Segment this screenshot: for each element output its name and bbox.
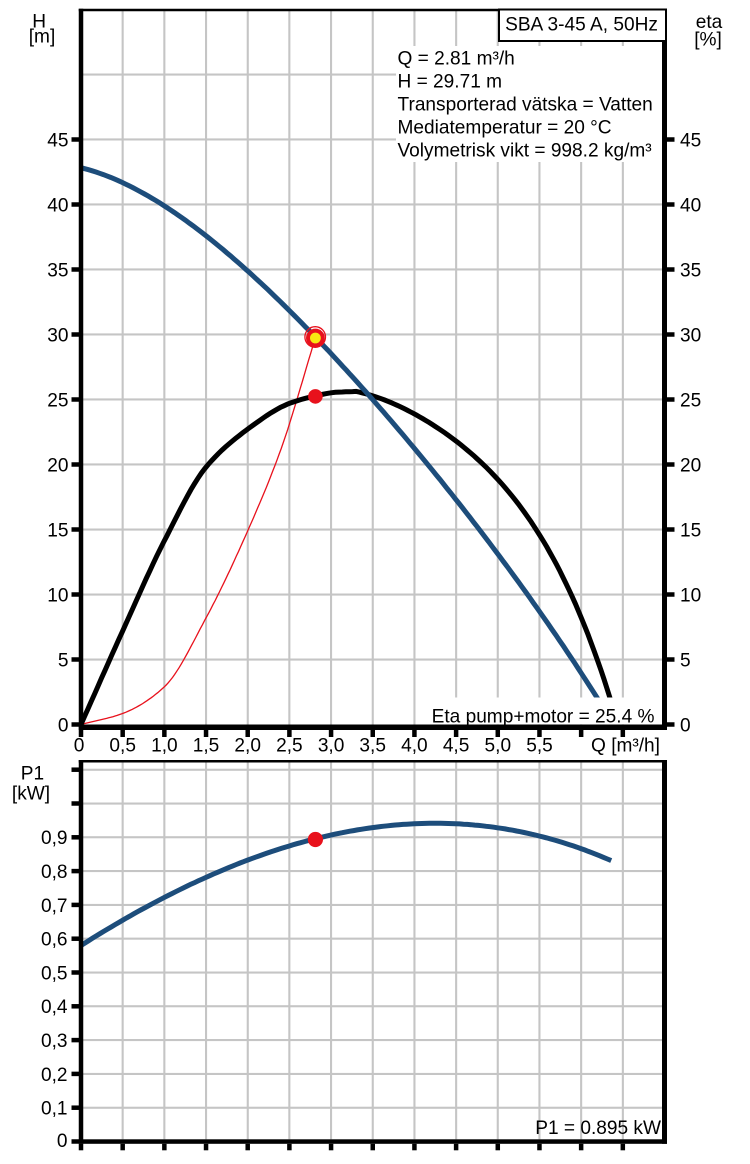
- svg-text:Mediatemperatur = 20 °C: Mediatemperatur = 20 °C: [398, 117, 612, 138]
- svg-text:45: 45: [47, 130, 68, 151]
- svg-text:30: 30: [47, 325, 68, 346]
- svg-text:45: 45: [680, 130, 701, 151]
- svg-text:0,1: 0,1: [41, 1099, 68, 1120]
- svg-text:5,0: 5,0: [485, 736, 512, 757]
- svg-text:P1: P1: [21, 764, 44, 785]
- svg-text:0,2: 0,2: [41, 1065, 68, 1086]
- svg-text:0,5: 0,5: [109, 736, 136, 757]
- svg-text:Volymetrisk vikt = 998.2 kg/m³: Volymetrisk vikt = 998.2 kg/m³: [398, 140, 652, 161]
- svg-text:40: 40: [47, 195, 68, 216]
- svg-text:2,0: 2,0: [234, 736, 261, 757]
- svg-text:15: 15: [47, 520, 68, 541]
- svg-text:0,4: 0,4: [41, 997, 68, 1018]
- svg-text:25: 25: [47, 390, 68, 411]
- svg-text:2,5: 2,5: [276, 736, 303, 757]
- svg-text:[kW]: [kW]: [12, 784, 50, 805]
- svg-text:15: 15: [680, 520, 701, 541]
- svg-text:Transporterad vätska = Vatten: Transporterad vätska = Vatten: [398, 94, 653, 115]
- svg-text:0,6: 0,6: [41, 930, 68, 951]
- svg-text:0,8: 0,8: [41, 862, 68, 883]
- svg-text:35: 35: [680, 260, 701, 281]
- svg-text:H: H: [32, 11, 46, 32]
- svg-text:30: 30: [680, 325, 701, 346]
- svg-text:0,3: 0,3: [41, 1031, 68, 1052]
- svg-text:1,5: 1,5: [193, 736, 220, 757]
- svg-text:4,0: 4,0: [401, 736, 428, 757]
- svg-text:0: 0: [680, 715, 691, 736]
- svg-text:SBA 3-45 A, 50Hz: SBA 3-45 A, 50Hz: [505, 15, 658, 36]
- svg-text:Q = 2.81 m³/h: Q = 2.81 m³/h: [398, 48, 515, 69]
- svg-text:3,5: 3,5: [359, 736, 386, 757]
- svg-text:[%]: [%]: [694, 30, 722, 51]
- svg-text:20: 20: [680, 455, 701, 476]
- svg-text:eta: eta: [696, 12, 723, 33]
- svg-text:P1 = 0.895 kW: P1 = 0.895 kW: [535, 1118, 661, 1139]
- svg-text:35: 35: [47, 260, 68, 281]
- svg-text:20: 20: [47, 455, 68, 476]
- svg-text:H = 29.71 m: H = 29.71 m: [398, 71, 503, 92]
- svg-text:Eta pump+motor = 25.4 %: Eta pump+motor = 25.4 %: [432, 707, 655, 728]
- svg-text:10: 10: [680, 585, 701, 606]
- svg-text:Q [m³/h]: Q [m³/h]: [591, 736, 660, 757]
- svg-text:[m]: [m]: [29, 27, 56, 48]
- svg-text:10: 10: [47, 585, 68, 606]
- svg-text:5: 5: [58, 650, 69, 671]
- svg-text:1,0: 1,0: [151, 736, 178, 757]
- svg-text:0: 0: [58, 715, 69, 736]
- svg-text:0,5: 0,5: [41, 963, 68, 984]
- svg-text:4,5: 4,5: [443, 736, 470, 757]
- svg-text:5: 5: [680, 650, 691, 671]
- svg-text:0,9: 0,9: [41, 828, 68, 849]
- svg-text:5,5: 5,5: [526, 736, 553, 757]
- svg-text:40: 40: [680, 195, 701, 216]
- svg-text:0,7: 0,7: [41, 896, 68, 917]
- svg-text:0: 0: [74, 736, 85, 757]
- svg-text:0: 0: [57, 1131, 68, 1152]
- svg-text:25: 25: [680, 390, 701, 411]
- svg-text:3,0: 3,0: [318, 736, 345, 757]
